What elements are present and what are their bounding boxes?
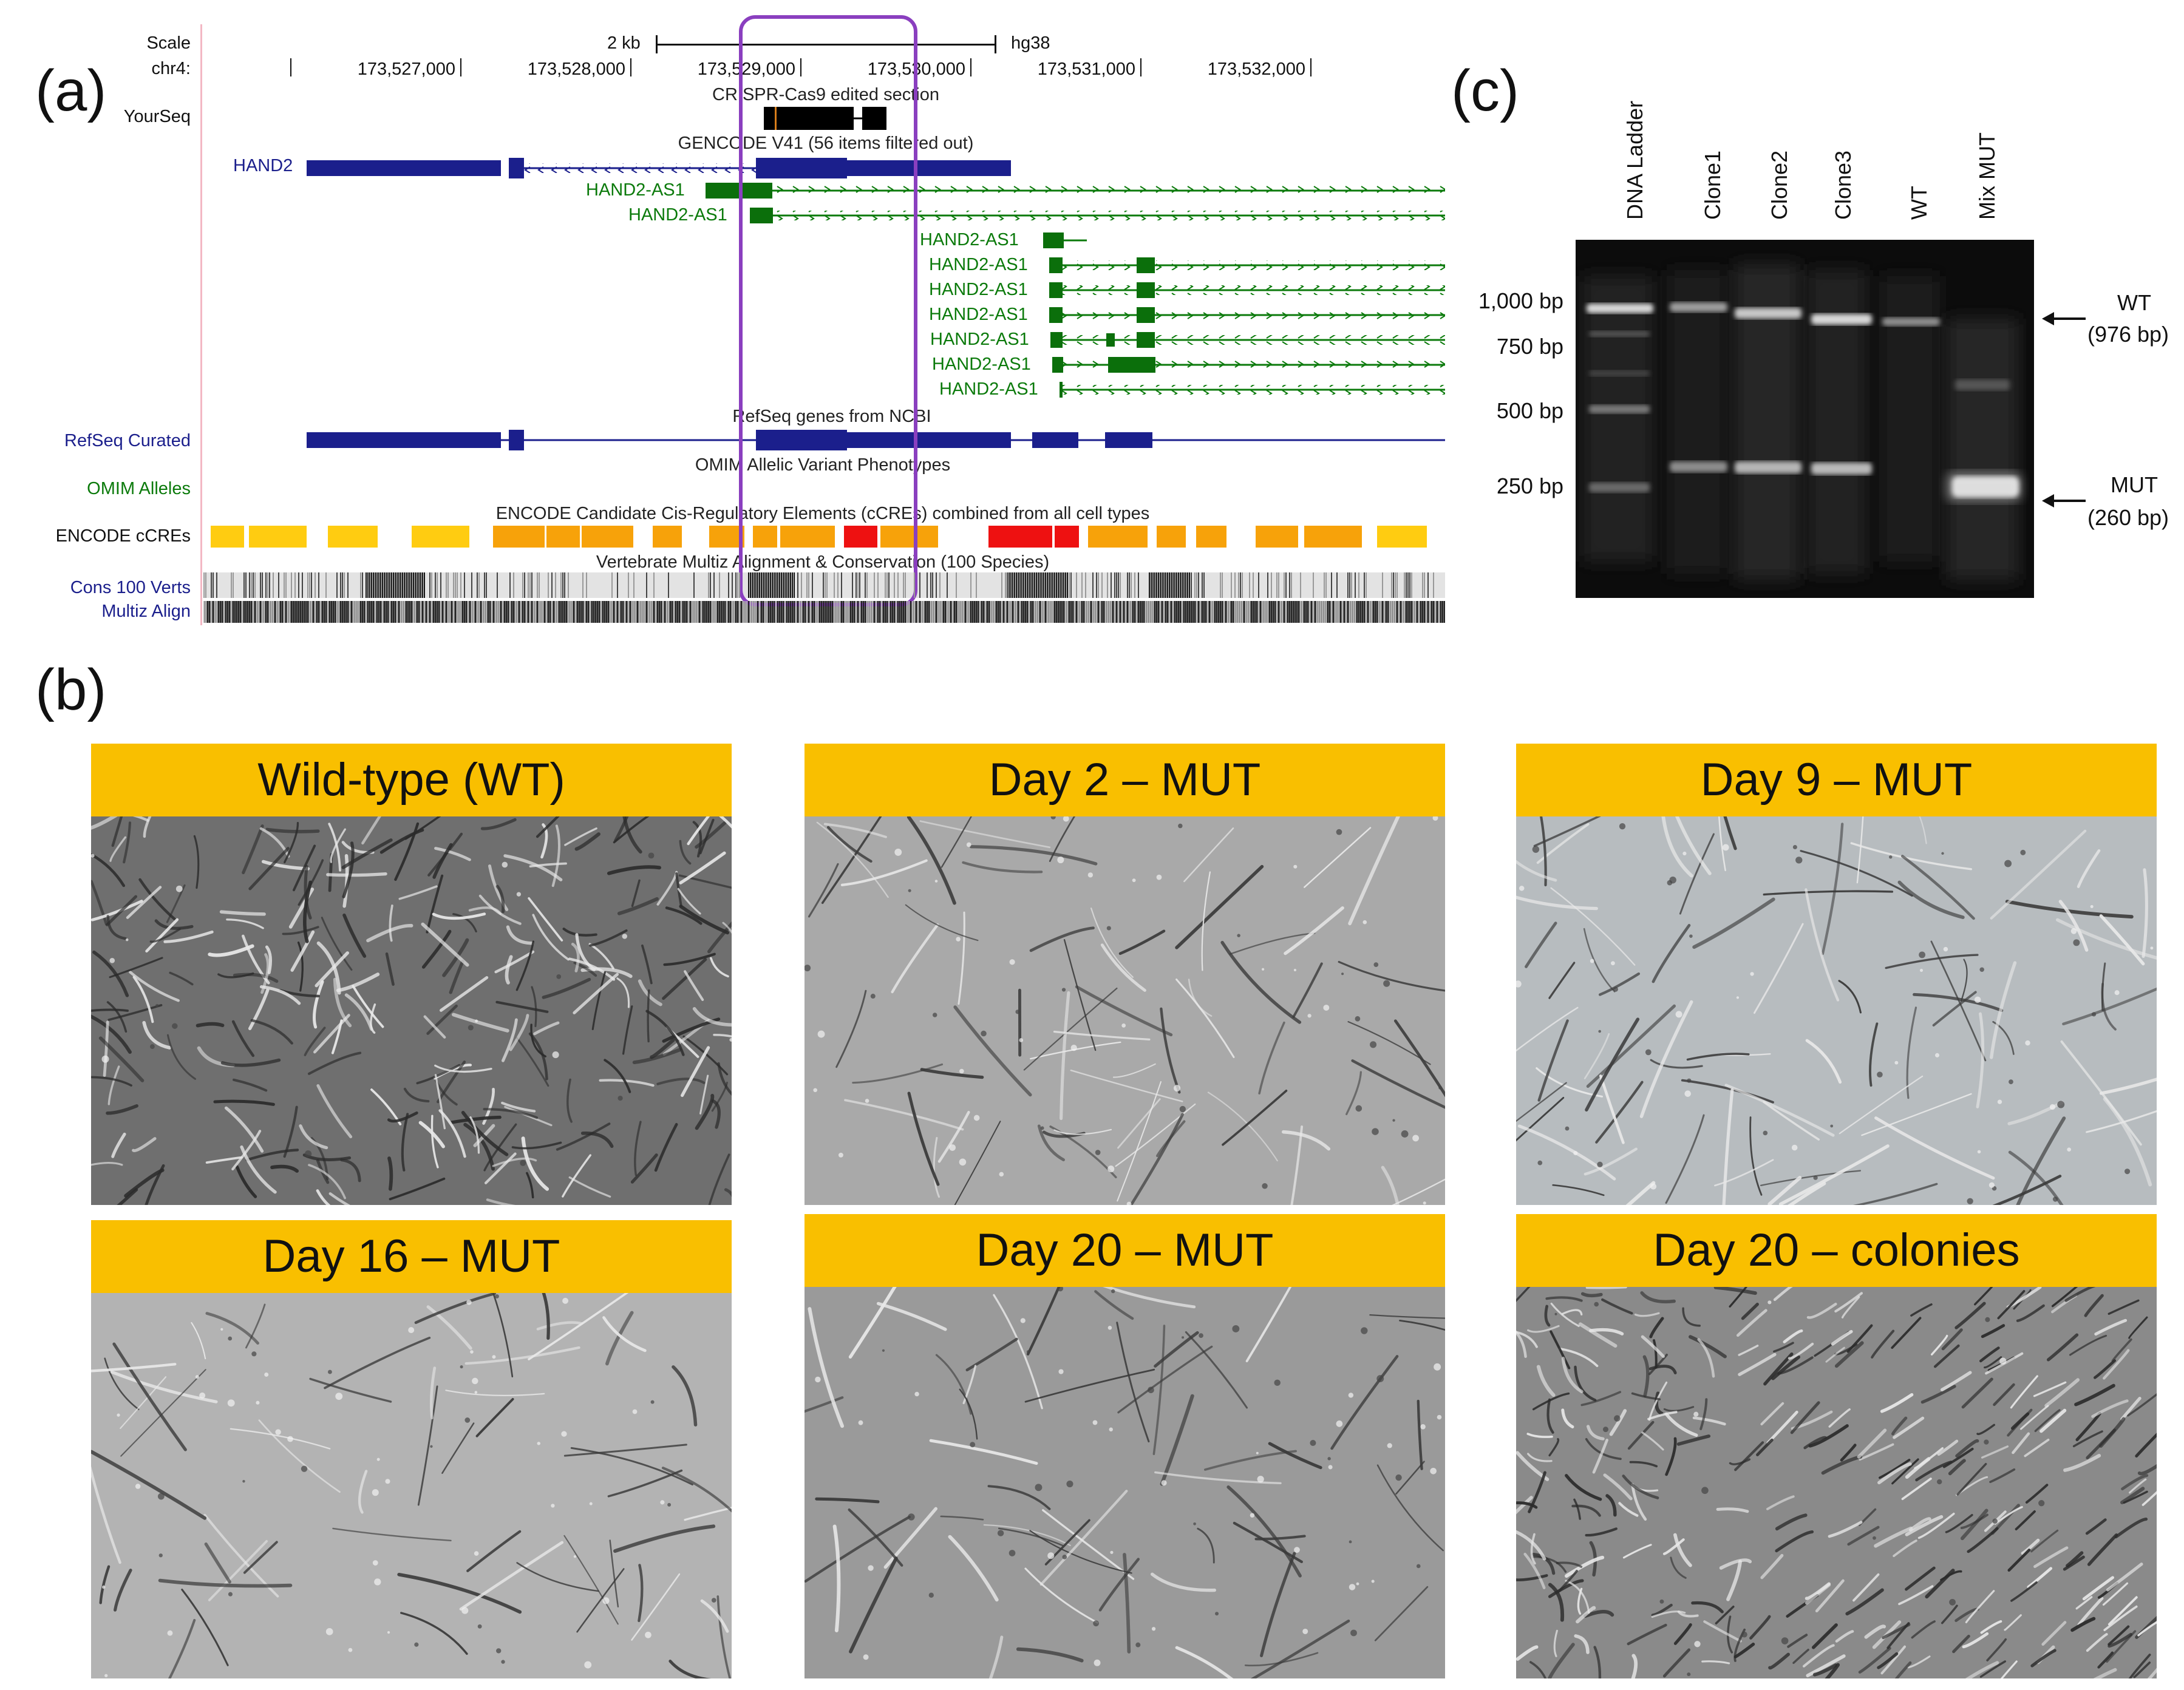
title-encode: ENCODE Candidate Cis-Regulatory Elements…	[495, 504, 1150, 523]
scale-bar-right-cap	[995, 35, 996, 53]
band-arrows	[2042, 312, 2086, 507]
bp-marker-500: 500 bp	[1496, 398, 1563, 423]
micrograph-day2	[805, 816, 1445, 1205]
scale-bar-left-cap	[656, 35, 658, 53]
track-label-cons: Cons 100 Verts	[70, 578, 191, 597]
chrom-label: chr4:	[151, 59, 191, 78]
title-crispr: CRISPR-Cas9 edited section	[712, 85, 939, 104]
micrograph-colonies	[1516, 1287, 2157, 1678]
gene-label-hand2: HAND2	[233, 156, 293, 175]
micrograph-day9	[1516, 816, 2157, 1205]
coord-tick-start	[290, 58, 291, 76]
agarose-gel	[1576, 240, 2034, 598]
coord-tick-2	[630, 58, 631, 76]
hand2-refseq-transcript	[307, 430, 1445, 450]
panel-b-label: (b)	[35, 657, 107, 722]
gene-label-as1-1: HAND2-AS1	[586, 180, 685, 200]
track-label-omim: OMIM Alleles	[87, 479, 191, 498]
track-label-yourseq: YourSeq	[123, 107, 191, 126]
lane-label-ladder: DNA Ladder	[1622, 100, 1647, 220]
micrograph-wt	[91, 816, 732, 1205]
micrograph-title-day16: Day 16 – MUT	[91, 1220, 732, 1293]
gene-label-as1-7: HAND2-AS1	[930, 330, 1029, 349]
wt-band-arrow	[2042, 312, 2086, 325]
encode-ccre-blocks	[211, 526, 1427, 548]
assembly-label: hg38	[1011, 33, 1050, 53]
lane-label-clone1: Clone1	[1700, 150, 1725, 220]
gene-label-as1-8: HAND2-AS1	[932, 355, 1031, 374]
coord-tick-1	[460, 58, 461, 76]
lane-label-mixmut: Mix MUT	[1975, 132, 1999, 220]
track-label-encode: ENCODE cCREs	[55, 526, 191, 546]
gene-label-as1-6: HAND2-AS1	[929, 305, 1028, 324]
label-separator	[200, 24, 202, 625]
gene-label-as1-4: HAND2-AS1	[929, 255, 1028, 274]
wt-band-size: (976 bp)	[2087, 322, 2169, 347]
crispr-edited-block	[764, 107, 886, 130]
lane-label-clone2: Clone2	[1767, 150, 1792, 220]
micrograph-title-colonies: Day 20 – colonies	[1516, 1214, 2157, 1287]
coord-3: 173,529,000	[697, 59, 795, 79]
title-cons: Vertebrate Multiz Alignment & Conservati…	[596, 552, 1050, 572]
micrograph-title-day2: Day 2 – MUT	[805, 744, 1445, 816]
coord-6: 173,532,000	[1207, 59, 1305, 79]
micrograph-title-day20: Day 20 – MUT	[805, 1214, 1445, 1287]
conservation-bars	[203, 572, 1445, 623]
coord-2: 173,528,000	[527, 59, 625, 79]
micrograph-day16	[91, 1293, 732, 1678]
gene-label-as1-2: HAND2-AS1	[628, 205, 727, 225]
bp-marker-1000: 1,000 bp	[1478, 288, 1563, 313]
bp-marker-750: 750 bp	[1496, 334, 1563, 359]
scale-label: Scale	[146, 33, 191, 53]
mut-band-label: MUT	[2111, 472, 2158, 497]
lane-label-clone3: Clone3	[1831, 150, 1856, 220]
coord-tick-5	[1140, 58, 1141, 76]
micrograph-day20	[805, 1287, 1445, 1678]
scale-value: 2 kb	[607, 33, 641, 53]
gene-label-as1-3: HAND2-AS1	[920, 230, 1019, 249]
track-label-multiz: Multiz Align	[101, 602, 191, 621]
track-label-refseq: RefSeq Curated	[64, 431, 191, 450]
micrograph-title-wt: Wild-type (WT)	[91, 744, 732, 816]
title-omim: OMIM Allelic Variant Phenotypes	[695, 455, 951, 475]
title-gencode: GENCODE V41 (56 items filtered out)	[678, 134, 974, 153]
coord-1: 173,527,000	[357, 59, 455, 79]
title-refseq: RefSeq genes from NCBI	[732, 407, 931, 426]
mut-band-arrow	[2042, 494, 2086, 507]
hand2-gencode-transcript	[307, 158, 1011, 178]
lane-label-wt: WT	[1907, 186, 1931, 220]
micrograph-title-day9: Day 9 – MUT	[1516, 744, 2157, 816]
hand2-as1-transcripts	[706, 183, 1445, 398]
coord-5: 173,531,000	[1037, 59, 1135, 79]
coord-tick-4	[970, 58, 971, 76]
wt-band-label: WT	[2117, 290, 2151, 315]
coord-tick-6	[1310, 58, 1311, 76]
mut-band-size: (260 bp)	[2087, 505, 2169, 530]
gene-label-as1-9: HAND2-AS1	[939, 379, 1038, 399]
scale-bar	[656, 44, 996, 46]
gene-label-as1-5: HAND2-AS1	[929, 280, 1028, 299]
panel-a-label: (a)	[35, 58, 107, 123]
bp-marker-250: 250 bp	[1496, 473, 1563, 498]
gel-bands	[1582, 264, 2022, 580]
panel-c-label: (c)	[1451, 58, 1519, 123]
coord-tick-3	[800, 58, 801, 76]
